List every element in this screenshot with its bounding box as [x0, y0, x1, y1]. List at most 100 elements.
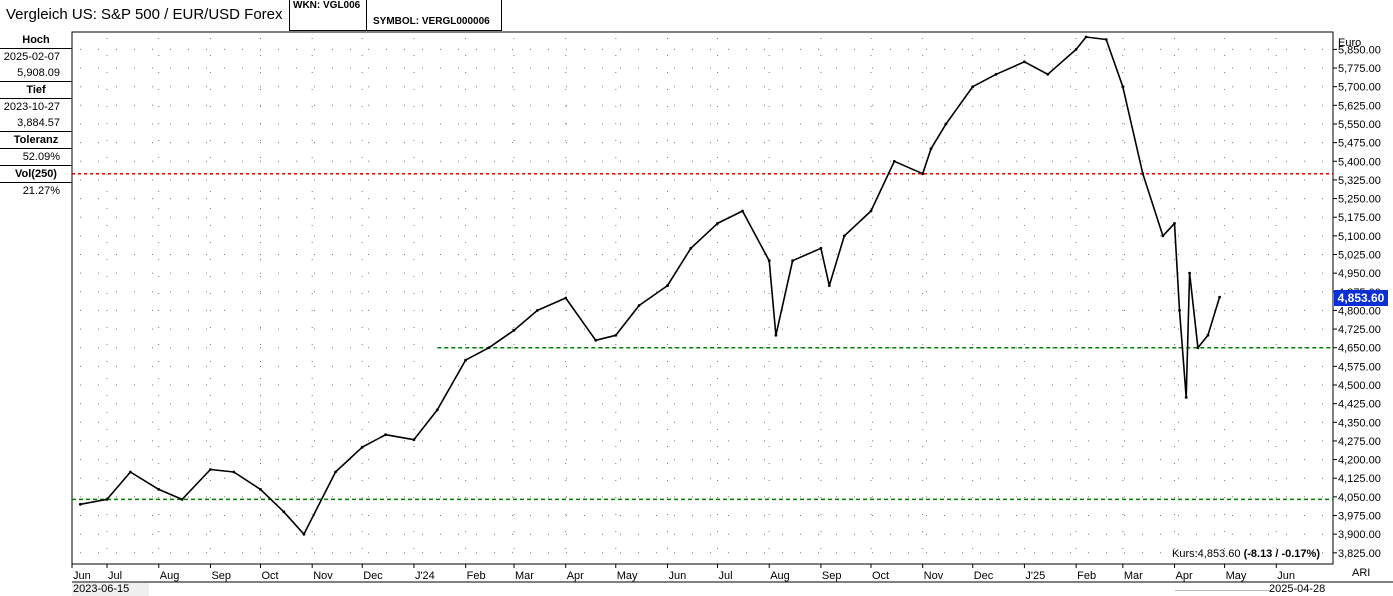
y-tick-label: 4,125.00 [1338, 473, 1381, 485]
y-tick-label: 4,200.00 [1338, 455, 1381, 467]
y-tick-label: 5,850.00 [1338, 44, 1381, 56]
price-point [129, 470, 132, 474]
y-tick-label: 5,550.00 [1338, 119, 1381, 131]
price-point [384, 433, 387, 437]
price-point [1023, 60, 1026, 64]
x-tick-label: Oct [261, 570, 278, 582]
x-tick-label: Oct [872, 570, 889, 582]
y-tick-label: 5,400.00 [1338, 156, 1381, 168]
y-tick-label: 3,900.00 [1338, 529, 1381, 541]
end-date: 2025-04-28 [1269, 583, 1326, 595]
x-tick-label: Dec [363, 570, 383, 582]
scroll-track[interactable] [1175, 590, 1270, 591]
x-tick-label: Aug [160, 570, 180, 582]
stat-tolerance-value: 52.09% [22, 151, 60, 163]
stat-high-date: 2025-02-07 [3, 51, 60, 63]
price-point [594, 338, 598, 342]
y-tick-label: 4,500.00 [1338, 380, 1381, 392]
price-point [842, 234, 846, 238]
y-tick-label: 5,325.00 [1338, 175, 1381, 187]
ari-label: ARI [1352, 567, 1371, 579]
x-tick-label: Jun [1277, 570, 1295, 582]
price-point [282, 510, 286, 514]
x-tick-label: J'24 [415, 570, 435, 582]
price-point [1206, 333, 1210, 337]
price-point [78, 502, 82, 506]
price-point [334, 470, 337, 474]
price-point [929, 147, 933, 151]
y-tick-label: 5,775.00 [1338, 63, 1381, 75]
price-point [1218, 295, 1221, 299]
y-tick-label: 5,475.00 [1338, 138, 1381, 150]
price-point [689, 246, 693, 250]
x-tick-label: May [617, 570, 638, 582]
y-tick-label: 5,250.00 [1338, 194, 1381, 206]
y-tick-label: 4,050.00 [1338, 492, 1381, 504]
stat-low-date: 2023-10-27 [3, 101, 60, 113]
stat-tolerance-label: Toleranz [0, 131, 72, 149]
price-point [180, 498, 184, 501]
price-point [944, 122, 948, 126]
y-tick-label: 3,975.00 [1338, 511, 1381, 523]
y-tick-label: 5,100.00 [1338, 231, 1381, 243]
stat-low-label: Tief [0, 81, 72, 99]
x-tick-label: Feb [467, 570, 486, 582]
x-tick-label: J'25 [1025, 570, 1045, 582]
price-point [360, 445, 364, 449]
grid-dot-pattern [80, 38, 1323, 554]
price-point [827, 284, 831, 287]
price-point [1104, 38, 1108, 41]
price-point [412, 438, 416, 442]
y-tick-label: 4,425.00 [1338, 399, 1381, 411]
price-point [1173, 222, 1176, 225]
x-tick-label: Sep [211, 570, 231, 582]
x-tick-label: Apr [1176, 570, 1193, 582]
x-tick-label: Nov [924, 570, 944, 582]
price-point [487, 346, 491, 350]
kurs-readout: Kurs:4,853.60 (-8.13 / -0.17%) [1172, 548, 1320, 560]
y-tick-label: 4,800.00 [1338, 305, 1381, 317]
x-tick-label: Jul [108, 570, 122, 582]
price-line [80, 36, 1221, 535]
price-point [994, 72, 998, 76]
price-point [774, 333, 778, 337]
stat-low-value: 3,884.57 [17, 117, 60, 129]
price-point [971, 85, 975, 89]
current-price-tag: 4,853.60 [1334, 290, 1388, 306]
price-point [1084, 35, 1088, 39]
y-tick-label: 4,575.00 [1338, 361, 1381, 373]
price-point [1046, 72, 1050, 76]
kurs-prefix: Kurs:4,853.60 [1172, 548, 1244, 560]
level-lines [72, 172, 1333, 501]
x-tick-label: Dec [974, 570, 994, 582]
x-tick-label: Sep [822, 570, 842, 582]
price-point [767, 259, 771, 263]
price-point [921, 172, 925, 176]
price-point [1074, 48, 1078, 51]
price-point [302, 532, 306, 536]
price-point [614, 333, 618, 337]
x-tick-label: Aug [770, 570, 790, 582]
price-point [105, 498, 109, 501]
price-point [512, 328, 516, 332]
symbol-label: SYMBOL: VERGL000006 [373, 16, 490, 27]
x-tick-label: Jul [719, 570, 733, 582]
y-tick-label: 5,175.00 [1338, 212, 1381, 224]
price-series [78, 35, 1221, 536]
start-date: 2023-06-15 [72, 583, 149, 596]
price-point [1161, 234, 1165, 238]
wkn-label: WKN: VGL006 [293, 0, 361, 11]
price-point [892, 159, 896, 163]
price-point [232, 470, 236, 474]
price-point [637, 304, 641, 307]
price-point [209, 468, 212, 471]
y-tick-label: 3,825.00 [1338, 548, 1381, 560]
stat-vol-value: 21.27% [22, 185, 60, 197]
price-point [791, 259, 794, 263]
y-tick-label: 5,700.00 [1338, 82, 1381, 94]
y-tick-label: 4,725.00 [1338, 324, 1381, 336]
y-tick-label: 5,025.00 [1338, 249, 1381, 261]
x-tick-label: Feb [1077, 570, 1096, 582]
price-point [1178, 309, 1181, 312]
